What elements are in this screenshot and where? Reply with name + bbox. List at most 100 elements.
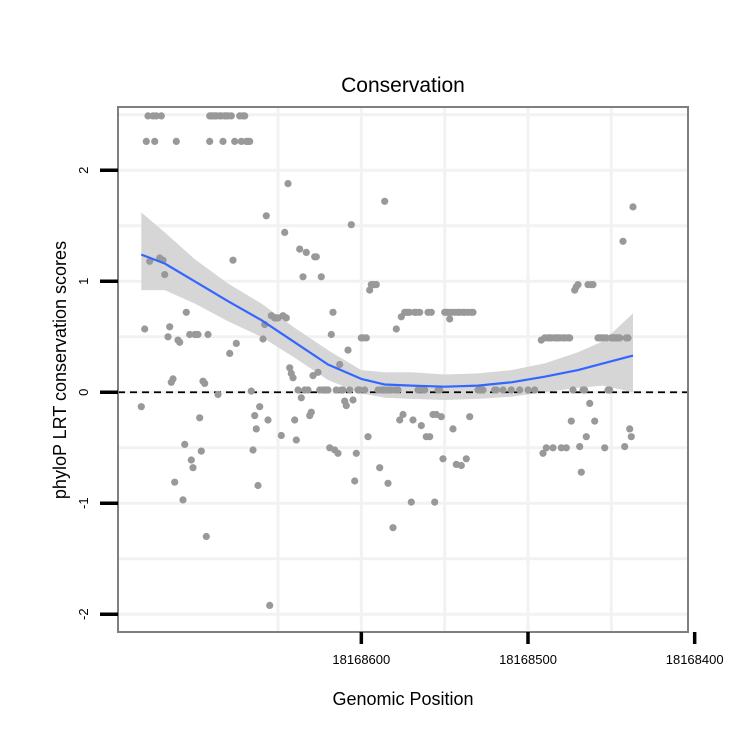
data-point <box>264 416 272 424</box>
data-point <box>344 346 352 354</box>
data-point <box>204 330 212 339</box>
data-point <box>252 425 260 433</box>
data-point <box>289 374 297 382</box>
data-point <box>254 481 262 490</box>
data-point <box>142 137 150 145</box>
data-point <box>426 433 434 441</box>
data-point <box>194 330 202 339</box>
chart-title: Conservation <box>341 74 465 97</box>
data-point <box>266 601 274 610</box>
data-point <box>297 394 305 402</box>
data-point <box>586 399 594 407</box>
confidence-ribbon-layer <box>141 212 634 400</box>
data-point <box>394 386 402 394</box>
data-point <box>237 137 245 145</box>
y-tick-label: 2 <box>76 167 91 174</box>
data-point <box>161 271 169 279</box>
data-point <box>351 477 359 485</box>
data-point <box>342 402 350 410</box>
data-point <box>557 444 565 452</box>
data-point <box>581 386 589 394</box>
data-point <box>392 325 400 333</box>
confidence-ribbon <box>141 212 634 400</box>
data-point <box>164 333 172 341</box>
data-point <box>366 286 374 294</box>
y-axis-ticks: -2 -1 0 1 2 <box>76 167 118 620</box>
y-tick-label: 0 <box>76 389 91 396</box>
data-point <box>314 368 322 376</box>
data-point <box>414 386 422 394</box>
data-point <box>214 390 222 399</box>
data-point <box>291 416 299 424</box>
data-point <box>539 449 547 457</box>
data-point <box>226 349 234 357</box>
data-point <box>619 237 627 245</box>
data-point <box>282 314 290 322</box>
data-point <box>479 386 487 394</box>
data-point <box>591 417 599 425</box>
data-point <box>172 137 180 145</box>
data-point <box>569 386 577 394</box>
data-point <box>286 364 294 372</box>
data-point <box>231 137 239 145</box>
x-tick-label: 18168600 <box>332 652 390 667</box>
data-point <box>364 433 372 441</box>
data-point <box>462 455 470 463</box>
data-point <box>436 386 444 394</box>
data-point <box>457 461 465 470</box>
data-point <box>157 112 165 120</box>
data-point <box>384 479 392 487</box>
data-point <box>256 403 264 411</box>
data-point <box>262 212 270 220</box>
data-point <box>356 386 364 394</box>
data-point <box>169 375 177 383</box>
data-point <box>202 532 210 541</box>
data-point <box>324 386 332 394</box>
data-point <box>469 308 477 316</box>
data-point <box>417 422 425 430</box>
data-point <box>626 425 634 433</box>
data-point <box>362 334 370 342</box>
data-point <box>566 334 574 342</box>
data-point <box>576 443 584 451</box>
data-point <box>627 433 635 441</box>
data-point <box>246 137 254 145</box>
data-point <box>334 449 342 457</box>
data-point <box>201 379 209 387</box>
data-point <box>624 334 632 342</box>
data-point <box>281 228 289 236</box>
data-point <box>294 386 302 394</box>
data-point <box>141 325 149 333</box>
smooth-line <box>140 253 634 388</box>
data-point <box>446 315 454 323</box>
data-point <box>349 396 357 404</box>
data-point <box>176 338 184 346</box>
data-point <box>304 386 312 394</box>
data-point <box>187 456 195 464</box>
data-point <box>396 416 404 424</box>
data-point <box>336 360 344 369</box>
data-point <box>302 248 310 256</box>
data-point <box>427 308 435 316</box>
x-axis-ticks: 18168600 18168500 18168400 <box>332 632 724 667</box>
data-point <box>361 386 369 394</box>
data-point <box>389 524 397 532</box>
data-point <box>437 413 445 421</box>
x-tick-label: 18168400 <box>666 652 724 667</box>
data-point <box>347 221 355 229</box>
data-point <box>399 410 407 419</box>
y-axis-title: phyloP LRT conservation scores <box>50 241 70 499</box>
data-point <box>616 334 624 342</box>
data-point <box>416 308 424 316</box>
data-point <box>352 449 360 457</box>
data-point <box>241 112 249 120</box>
data-point <box>329 308 337 316</box>
data-point <box>219 137 227 145</box>
y-tick-label: -1 <box>76 497 91 509</box>
data-point <box>577 468 585 476</box>
x-tick-label: 18168500 <box>499 652 557 667</box>
data-point <box>407 498 415 506</box>
data-point <box>259 335 267 343</box>
data-point <box>372 281 380 289</box>
data-point <box>562 444 570 452</box>
